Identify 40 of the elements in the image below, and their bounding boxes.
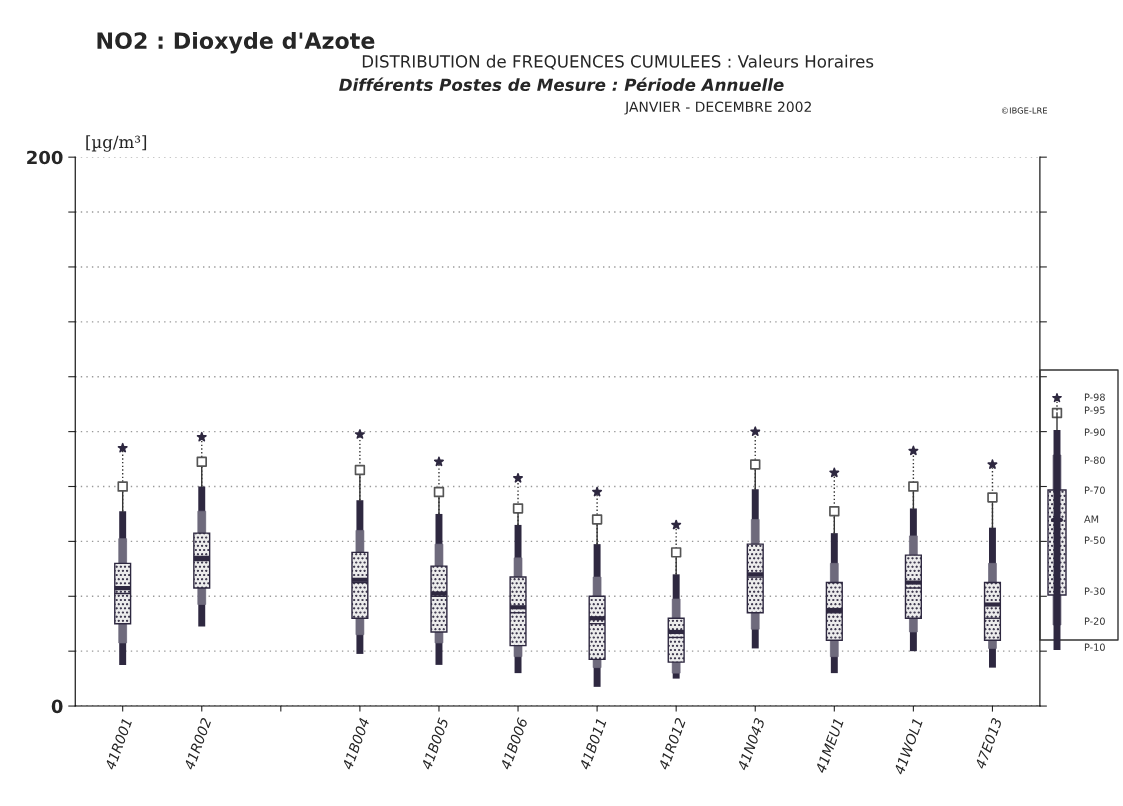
- point: [117, 481, 128, 492]
- point: [354, 464, 366, 476]
- text: P-10: [1084, 643, 1105, 651]
- point: [908, 445, 919, 456]
- chart-title: NO2 : Dioxyde d'Azote: [97, 31, 375, 54]
- point: [670, 547, 682, 558]
- point: [987, 492, 998, 503]
- text: P-90: [1084, 428, 1105, 436]
- point: [354, 429, 365, 439]
- text: JANVIER - DECEMBRE 2002: [624, 101, 811, 115]
- point: [433, 456, 444, 467]
- text: P-95: [1084, 406, 1105, 414]
- point: [591, 514, 603, 525]
- point: [829, 467, 840, 478]
- point: [671, 519, 682, 530]
- point: [512, 503, 524, 514]
- point: [829, 505, 840, 517]
- text: P-20: [1084, 617, 1105, 625]
- y-axis-title: [µg/m³]: [86, 135, 147, 152]
- point: [513, 473, 524, 483]
- text: AM: [1084, 515, 1099, 523]
- text: P-80: [1084, 456, 1105, 464]
- point: [592, 486, 603, 497]
- point: [987, 459, 998, 469]
- point: [196, 456, 207, 468]
- point: [908, 481, 919, 492]
- text: P-30: [1084, 587, 1105, 595]
- chart-subtitle: DISTRIBUTION de FREQUENCES CUMULEES : Valeurs Horaires: [362, 54, 874, 70]
- point: [750, 459, 761, 470]
- point: [196, 431, 207, 442]
- point: [750, 426, 761, 437]
- point: [117, 442, 128, 453]
- text: ©IBGE-LRE: [1001, 107, 1048, 114]
- y-tick-label: 0: [51, 699, 63, 714]
- text: P-50: [1084, 536, 1105, 544]
- text: P-98: [1084, 393, 1105, 401]
- text: P-70: [1084, 486, 1105, 494]
- y-tick-label: 200: [27, 150, 63, 165]
- point: [433, 486, 445, 498]
- text: Différents Postes de Mesure : Période Annuelle: [339, 77, 784, 92]
